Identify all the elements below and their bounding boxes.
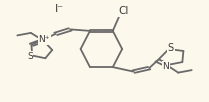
Text: S: S — [27, 52, 33, 61]
Text: Cl: Cl — [118, 6, 128, 16]
Text: N: N — [162, 62, 169, 71]
Text: I⁻: I⁻ — [55, 4, 64, 14]
Text: S: S — [168, 43, 174, 53]
Text: N⁺: N⁺ — [38, 35, 50, 44]
